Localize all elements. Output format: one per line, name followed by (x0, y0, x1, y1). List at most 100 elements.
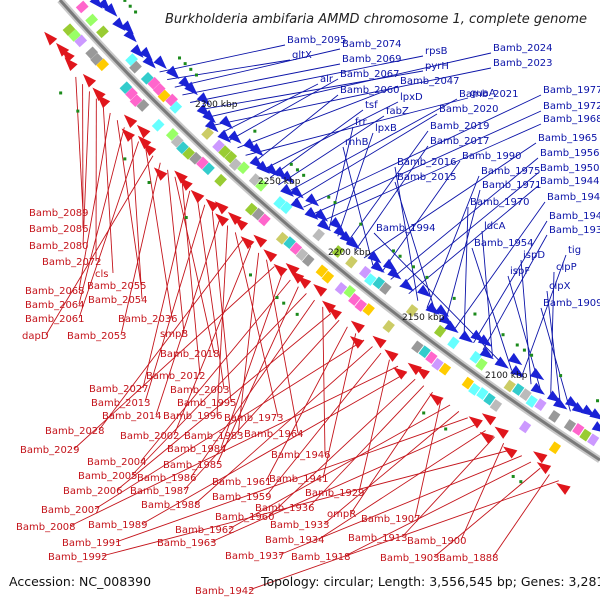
leader-line-forward (167, 59, 291, 81)
gene-label-forward: Bamb_2060 (340, 85, 400, 96)
tick-mark (128, 4, 132, 8)
feature-block (96, 58, 110, 72)
reverse-gene-arrow (415, 366, 430, 380)
forward-gene-arrow (387, 266, 402, 280)
gene-label-forward: Bamb_2020 (439, 104, 499, 115)
gene-label-reverse: Bamb_1991 (62, 538, 122, 549)
forward-gene-arrow (184, 81, 198, 96)
forward-gene-arrow (553, 397, 568, 410)
leader-line-reverse (78, 112, 111, 291)
feature-block (90, 52, 103, 66)
forward-gene-arrow (589, 408, 600, 420)
leader-line-forward (408, 185, 539, 295)
reverse-gene-arrow (481, 413, 497, 426)
gene-label-reverse: Bamb_2055 (87, 281, 147, 292)
reverse-gene-arrow (153, 167, 168, 181)
forward-gene-arrow (112, 17, 126, 31)
tick-mark (295, 168, 299, 172)
leader-line-forward (229, 78, 339, 141)
feature-block (411, 340, 424, 354)
tick-mark (519, 480, 523, 484)
leader-line-forward (445, 189, 481, 323)
gene-label-reverse: Bamb_2054 (88, 295, 148, 306)
kbp-scale: 2300 kbp 2250 kbp 2200 kbp 2150 kbp 2100… (195, 100, 528, 381)
gene-label-reverse: Bamb_1900 (407, 536, 467, 547)
gene-label-reverse: Bamb_1888 (439, 553, 499, 564)
kbp-tick-2100: 2100 kbp (485, 371, 528, 381)
leader-line-forward (337, 132, 374, 237)
tick-mark (289, 162, 293, 166)
gene-label-forward: Bamb_2021 (459, 89, 519, 100)
tick-mark (295, 312, 299, 316)
forward-gene-arrow (123, 28, 137, 43)
feature-block (169, 101, 183, 114)
tick-mark (194, 73, 198, 77)
forward-gene-arrow (510, 365, 525, 378)
reverse-gene-arrow (92, 87, 106, 102)
feature-block (563, 419, 577, 432)
gene-label-reverse: Bamb_2080 (29, 241, 89, 252)
feature-block (214, 173, 227, 187)
gene-label-forward: alr (320, 74, 334, 85)
forward-gene-arrow (530, 382, 545, 395)
feature-block (519, 388, 532, 402)
feature-block (147, 76, 161, 90)
gene-label-forward: Bamb_2016 (397, 157, 457, 168)
gene-label-reverse: Bamb_1987 (130, 486, 190, 497)
gene-label-forward: rnhB (345, 137, 369, 148)
gene-label-forward: tig (568, 245, 581, 256)
gene-label-forward: Bamb_1994 (376, 223, 436, 234)
forward-gene-arrow (289, 185, 304, 199)
reverse-gene-arrow (350, 320, 365, 334)
feature-block (379, 282, 392, 295)
tick-mark (530, 353, 534, 357)
leader-line-reverse (433, 467, 541, 558)
feature-block (525, 395, 538, 408)
gene-label-reverse: Bamb_1929 (305, 488, 365, 499)
gene-label-reverse: Bamb_2018 (160, 349, 220, 360)
feature-block (119, 81, 133, 95)
leader-line-reverse (322, 333, 357, 479)
feature-block (182, 147, 195, 160)
tick-mark (76, 109, 80, 113)
feature-block (85, 13, 99, 27)
leader-line-forward (245, 97, 469, 156)
feature-block (358, 265, 372, 279)
gene-label-reverse: Bamb_2089 (29, 208, 89, 219)
feature-block (152, 82, 166, 96)
feature-block (468, 383, 481, 396)
reverse-gene-arrow (263, 249, 278, 263)
gene-label-reverse: Bamb_2004 (87, 457, 147, 468)
gene-label-reverse: Bamb_2006 (63, 486, 123, 497)
gene-label-forward: Bamb_2047 (400, 76, 460, 87)
reverse-gene-arrow (536, 462, 552, 475)
gene-label-reverse: Bamb_1907 (361, 514, 421, 525)
feature-block (315, 264, 329, 278)
leader-line-forward (482, 234, 548, 351)
gene-label-forward: Bamb_1971 (482, 180, 542, 191)
feature-block (548, 441, 562, 455)
reverse-gene-arrow (407, 362, 422, 376)
feature-block (157, 89, 171, 103)
gene-label-reverse: Bamb_2027 (89, 384, 149, 395)
gene-label-reverse: Bamb_1962 (175, 525, 235, 536)
leader-line-forward (197, 70, 424, 111)
gene-label-forward: Bamb_1940 (549, 211, 600, 222)
reverse-gene-arrow (96, 94, 111, 109)
forward-gene-arrow (399, 278, 414, 292)
leader-line-forward (320, 123, 542, 223)
gene-label-reverse: Bamb_1996 (163, 411, 223, 422)
leader-line-forward (182, 63, 341, 96)
gene-label-reverse: Bamb_2053 (67, 331, 127, 342)
feature-block (170, 134, 184, 148)
feature-block (321, 270, 335, 284)
leader-line-reverse (45, 155, 154, 336)
feature-block (201, 127, 214, 140)
reverse-gene-arrow (234, 217, 249, 231)
gene-label-forward: Bamb_1972 (543, 101, 600, 112)
leader-line-forward (261, 101, 399, 171)
feature-block (483, 392, 496, 406)
leader-line-reverse (115, 417, 468, 543)
leader-line-forward (342, 146, 374, 266)
